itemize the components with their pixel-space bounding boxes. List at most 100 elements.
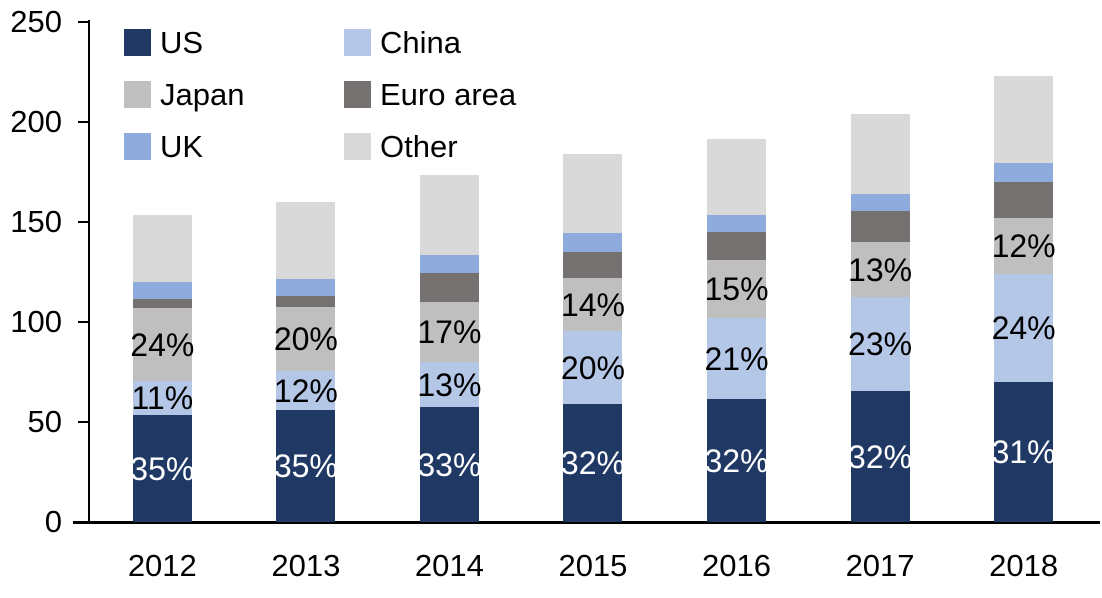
segment-china-2018: 24% <box>991 274 1056 382</box>
segment-euro-area-2017 <box>850 211 910 242</box>
y-tick-label-250: 250 <box>10 4 62 39</box>
y-tick-label-150: 150 <box>10 204 62 239</box>
segment-us-2015: 32% <box>560 404 625 522</box>
y-tick-label-50: 50 <box>27 404 62 439</box>
bar-2012: 35% 11% 24% <box>130 215 195 522</box>
x-tick-label-2018: 2018 <box>989 548 1059 583</box>
legend-swatch-icon-japan <box>124 81 151 108</box>
y-tick-label-200: 200 <box>10 104 62 139</box>
segment-uk-2016 <box>707 215 766 232</box>
segment-japan-2017: 13% <box>848 242 913 297</box>
bar-2015: 32% 20% 14% <box>560 154 625 522</box>
segment-other-2017 <box>850 114 910 194</box>
segment-other-2012 <box>132 215 192 282</box>
x-tick-label-2012: 2012 <box>127 548 197 583</box>
y-tick-label-0: 0 <box>44 504 62 539</box>
segment-euro-area-2014 <box>419 273 479 302</box>
segment-china-2014: 13% <box>417 362 482 407</box>
data-label-china-2016: 21% <box>704 340 769 377</box>
legend-item-uk: UK <box>124 131 344 162</box>
segment-china-2012: 11% <box>131 380 194 416</box>
legend-label-us: US <box>160 25 204 60</box>
segment-china-2016: 21% <box>704 318 769 399</box>
data-label-japan-2015: 14% <box>560 286 625 323</box>
segment-other-2014 <box>419 175 479 255</box>
y-tick-50 <box>78 421 90 423</box>
data-label-japan-2014: 17% <box>417 314 482 350</box>
data-label-china-2012: 11% <box>131 380 194 416</box>
legend-item-euro-area: Euro area <box>344 79 516 110</box>
segment-uk-2015 <box>563 233 623 252</box>
segment-us-2014: 33% <box>417 407 482 522</box>
legend-item-other: Other <box>344 131 516 162</box>
segment-euro-area-2015 <box>563 252 623 278</box>
data-label-us-2013: 35% <box>273 448 338 484</box>
x-tick-label-2015: 2015 <box>558 548 628 583</box>
segment-us-2013: 35% <box>273 410 338 522</box>
bar-2017: 32% 23% 13% <box>848 114 913 522</box>
segment-other-2018 <box>994 76 1054 163</box>
x-tick-label-2017: 2017 <box>845 548 915 583</box>
segment-euro-area-2012 <box>132 299 192 308</box>
legend-item-us: US <box>124 27 344 58</box>
segment-japan-2014: 17% <box>417 302 482 362</box>
data-label-china-2018: 24% <box>991 310 1056 346</box>
segment-japan-2013: 20% <box>274 307 338 371</box>
data-label-china-2015: 20% <box>560 349 625 386</box>
segment-euro-area-2016 <box>707 232 766 260</box>
segment-china-2015: 20% <box>560 331 625 404</box>
chart-legend: US China Japan Euro area UK Other <box>124 27 516 162</box>
data-label-japan-2016: 15% <box>704 271 769 307</box>
y-tick-200 <box>78 121 90 123</box>
y-tick-100 <box>78 321 90 323</box>
legend-label-china: China <box>380 25 461 60</box>
legend-swatch-icon-uk <box>124 133 151 160</box>
data-label-us-2018: 31% <box>991 434 1056 470</box>
data-label-japan-2017: 13% <box>848 251 913 288</box>
segment-us-2016: 32% <box>704 399 769 522</box>
y-axis-line <box>88 20 90 523</box>
y-tick-150 <box>78 221 90 223</box>
bar-2018: 31% 24% 12% <box>991 76 1056 522</box>
segment-other-2013 <box>276 202 336 279</box>
legend-swatch-icon-china <box>344 29 371 56</box>
data-label-us-2017: 32% <box>848 438 913 475</box>
data-label-us-2012: 35% <box>130 450 195 487</box>
segment-uk-2017 <box>850 194 910 211</box>
legend-item-china: China <box>344 27 516 58</box>
segment-japan-2016: 15% <box>704 260 769 318</box>
segment-uk-2012 <box>132 282 192 299</box>
legend-item-japan: Japan <box>124 79 344 110</box>
data-label-china-2014: 13% <box>417 366 482 403</box>
legend-swatch-icon-euro-area <box>344 81 371 108</box>
legend-swatch-icon-other <box>344 133 371 160</box>
segment-other-2015 <box>563 154 623 233</box>
data-label-japan-2018: 12% <box>991 228 1056 264</box>
legend-swatch-icon-us <box>124 29 151 56</box>
segment-euro-area-2013 <box>276 296 336 307</box>
data-label-japan-2012: 24% <box>130 326 195 363</box>
y-tick-250 <box>78 21 90 23</box>
data-label-us-2016: 32% <box>704 442 769 479</box>
x-tick-label-2016: 2016 <box>702 548 771 583</box>
legend-label-other: Other <box>380 129 458 164</box>
segment-uk-2018 <box>994 163 1054 182</box>
bar-2014: 33% 13% 17% <box>417 175 482 522</box>
segment-japan-2018: 12% <box>991 218 1056 274</box>
data-label-us-2014: 33% <box>417 446 482 483</box>
bar-2016: 32% 21% 15% <box>704 139 769 522</box>
legend-label-japan: Japan <box>160 77 245 112</box>
x-axis-line <box>73 521 1100 524</box>
segment-other-2016 <box>707 139 766 215</box>
bar-2013: 35% 12% 20% <box>273 202 338 522</box>
segment-japan-2012: 24% <box>130 308 195 381</box>
x-tick-label-2014: 2014 <box>414 548 484 583</box>
segment-uk-2013 <box>276 279 336 296</box>
legend-label-euro-area: Euro area <box>380 77 517 112</box>
segment-china-2013: 12% <box>274 371 338 410</box>
data-label-us-2015: 32% <box>560 445 625 481</box>
segment-china-2017: 23% <box>848 297 912 391</box>
segment-euro-area-2018 <box>994 182 1054 218</box>
segment-us-2018: 31% <box>991 382 1056 522</box>
